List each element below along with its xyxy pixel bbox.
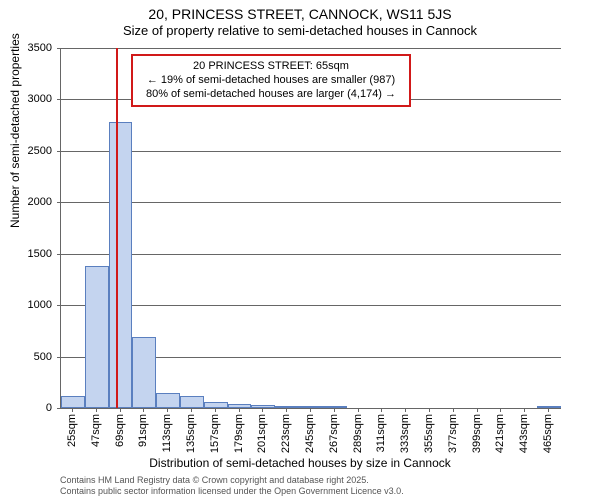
ytick-label: 1000 <box>12 299 52 311</box>
histogram-bar <box>132 337 156 408</box>
footer-line2: Contains public sector information licen… <box>60 486 404 496</box>
xtick-label: 223sqm <box>280 414 292 453</box>
ytick-label: 1500 <box>12 248 52 260</box>
callout-line2: ← 19% of semi-detached houses are smalle… <box>139 74 403 88</box>
gridline-y <box>61 305 561 306</box>
histogram-bar <box>204 402 228 408</box>
xtick-label: 113sqm <box>161 414 173 452</box>
histogram-bar <box>180 396 204 408</box>
xtick-label: 443sqm <box>518 414 530 453</box>
callout-line3: 80% of semi-detached houses are larger (… <box>139 88 403 102</box>
histogram-bar <box>537 406 561 408</box>
histogram-bar <box>85 266 109 408</box>
gridline-y <box>61 48 561 49</box>
histogram-bar <box>299 406 323 408</box>
footer-line1: Contains HM Land Registry data © Crown c… <box>60 475 404 485</box>
histogram-bar <box>156 393 180 408</box>
chart-container: 20, PRINCESS STREET, CANNOCK, WS11 5JS S… <box>0 0 600 500</box>
xtick-label: 179sqm <box>233 414 245 453</box>
histogram-bar <box>323 406 347 408</box>
gridline-y <box>61 408 561 409</box>
xtick-label: 311sqm <box>375 414 387 452</box>
y-axis-ticks: 0500100015002000250030003500 <box>0 48 56 408</box>
xtick-label: 377sqm <box>447 414 459 453</box>
chart-footer: Contains HM Land Registry data © Crown c… <box>60 475 404 496</box>
histogram-bar <box>275 406 299 408</box>
chart-title-line1: 20, PRINCESS STREET, CANNOCK, WS11 5JS <box>0 0 600 22</box>
chart-title-line2: Size of property relative to semi-detach… <box>0 22 600 38</box>
xtick-label: 201sqm <box>256 414 268 453</box>
callout-line1: 20 PRINCESS STREET: 65sqm <box>139 60 403 74</box>
x-axis-label: Distribution of semi-detached houses by … <box>0 456 600 470</box>
ytick-label: 3500 <box>12 42 52 54</box>
histogram-bar <box>228 404 252 408</box>
xtick-label: 355sqm <box>423 414 435 453</box>
xtick-label: 135sqm <box>185 414 197 453</box>
xtick-label: 47sqm <box>90 414 102 447</box>
xtick-label: 399sqm <box>471 414 483 453</box>
histogram-bar <box>251 405 275 408</box>
xtick-label: 245sqm <box>304 414 316 453</box>
gridline-y <box>61 151 561 152</box>
marker-line <box>116 48 118 408</box>
xtick-label: 289sqm <box>352 414 364 453</box>
histogram-bar <box>109 122 133 408</box>
callout-box: 20 PRINCESS STREET: 65sqm ← 19% of semi-… <box>131 54 411 107</box>
xtick-label: 69sqm <box>114 414 126 447</box>
xtick-label: 421sqm <box>494 414 506 453</box>
xtick-label: 333sqm <box>399 414 411 453</box>
xtick-label: 91sqm <box>137 414 149 447</box>
histogram-bar <box>61 396 85 408</box>
xtick-label: 25sqm <box>66 414 78 447</box>
plot-area: 20 PRINCESS STREET: 65sqm ← 19% of semi-… <box>60 48 561 409</box>
xtick-label: 157sqm <box>209 414 221 453</box>
ytick-label: 500 <box>12 351 52 363</box>
xtick-label: 465sqm <box>542 414 554 453</box>
ytick-label: 2500 <box>12 145 52 157</box>
gridline-y <box>61 202 561 203</box>
xtick-label: 267sqm <box>328 414 340 453</box>
ytick-label: 0 <box>12 402 52 414</box>
gridline-y <box>61 254 561 255</box>
ytick-label: 3000 <box>12 93 52 105</box>
ytick-label: 2000 <box>12 196 52 208</box>
